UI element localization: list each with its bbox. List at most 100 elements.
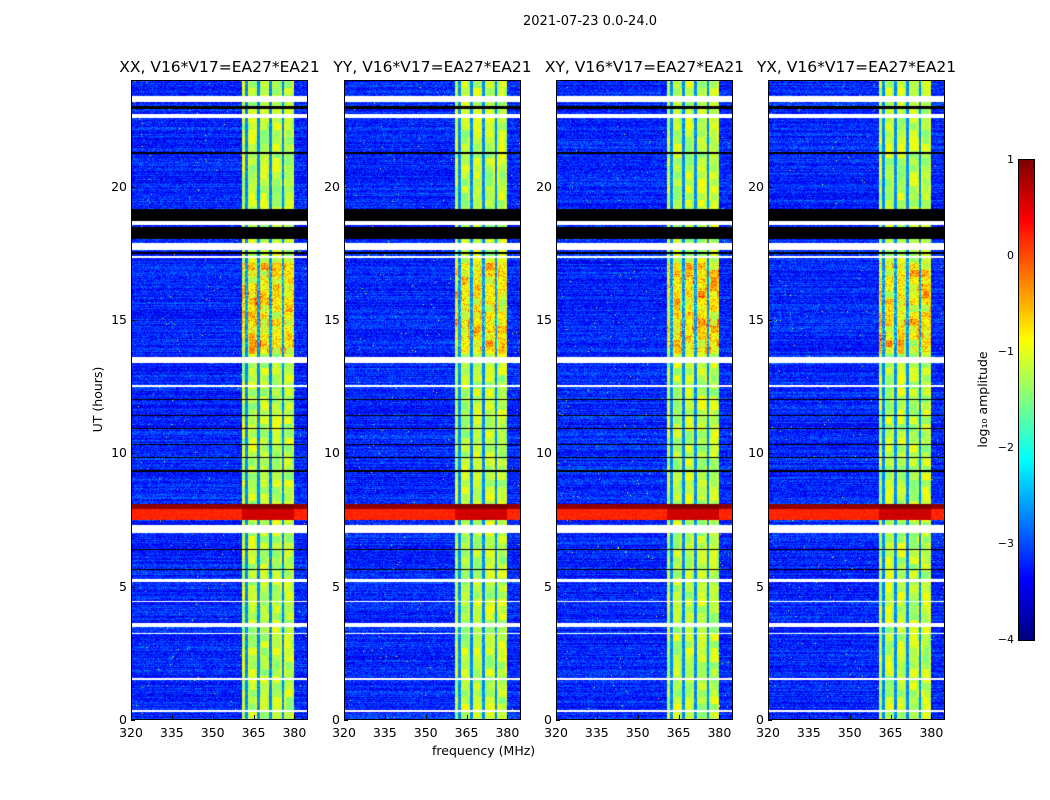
colorbar-tick-label: 0 [1007,249,1014,262]
x-tick-label: 335 [584,725,609,740]
y-tick-mark [556,320,560,321]
spectrogram-panel-xy [556,80,733,720]
x-tick-label: 335 [159,725,184,740]
x-tick-mark [384,715,386,719]
colorbar-tick-label: −2 [997,441,1014,454]
y-tick-mark [556,586,560,588]
y-tick-label: 10 [324,445,340,461]
x-tick-mark [768,715,769,719]
y-tick-label: 15 [748,312,764,327]
y-tick-mark [131,586,135,588]
x-tick-label: 320 [544,725,568,740]
y-tick-label: 20 [748,178,764,194]
x-tick-mark [425,715,427,719]
spectrogram-panel-xx [131,80,308,720]
y-tick-mark [768,186,772,188]
x-tick-mark [637,715,639,719]
y-tick-label: 5 [544,578,552,594]
x-tick-label: 320 [756,725,780,740]
x-tick-label: 380 [282,725,307,740]
x-tick-mark [849,715,851,719]
spectrogram-panel-yx [768,80,945,720]
x-tick-label: 380 [919,725,944,740]
x-tick-mark [171,715,173,719]
colorbar [1018,159,1035,641]
y-tick-mark [768,586,772,588]
colorbar-tick-label: −1 [997,345,1014,358]
y-tick-mark [344,720,348,721]
x-tick-mark [212,715,214,719]
y-tick-mark [131,320,135,321]
x-tick-mark [507,715,509,719]
y-tick-label: 20 [324,178,340,194]
x-tick-mark [294,715,296,719]
y-tick-mark [344,453,348,455]
y-tick-label: 10 [111,445,127,461]
x-tick-mark [808,715,810,719]
x-tick-label: 365 [878,725,903,740]
colorbar-label: log₁₀ amplitude [975,351,990,448]
colorbar-gradient [1019,160,1034,640]
x-tick-label: 350 [837,725,862,740]
panel-title: YX, V16*V17=EA27*EA21 [756,58,957,76]
colorbar-tick-label: 1 [1007,153,1014,166]
y-tick-label: 20 [536,178,552,194]
x-tick-label: 380 [495,725,520,740]
x-tick-mark [719,715,721,719]
y-tick-mark [556,186,560,188]
y-tick-mark [344,320,348,321]
y-tick-mark [556,720,560,721]
y-tick-label: 10 [536,445,552,461]
x-tick-mark [466,715,468,719]
y-tick-label: 5 [332,578,340,594]
y-tick-label: 0 [119,712,127,727]
colorbar-tick-label: −3 [997,537,1014,550]
y-tick-label: 5 [756,578,764,594]
y-tick-mark [131,453,135,455]
x-axis-label: frequency (MHz) [432,743,536,758]
spectrogram-image [345,81,520,719]
y-tick-mark [768,320,772,321]
x-tick-label: 350 [625,725,650,740]
y-tick-mark [768,720,772,721]
x-tick-mark [931,715,933,719]
y-tick-label: 15 [324,312,340,327]
spectrogram-image [769,81,944,719]
y-tick-label: 15 [111,312,127,327]
spectrogram-image [132,81,307,719]
y-tick-label: 20 [111,178,127,194]
panel-title: XY, V16*V17=EA27*EA21 [544,58,745,76]
x-tick-label: 335 [796,725,821,740]
colorbar-tick-label: −4 [997,633,1014,646]
x-tick-mark [556,715,557,719]
y-tick-mark [344,186,348,188]
x-tick-label: 350 [200,725,225,740]
y-tick-label: 10 [748,445,764,461]
x-tick-mark [344,715,345,719]
y-tick-mark [768,453,772,455]
y-tick-mark [131,186,135,188]
x-tick-label: 320 [332,725,356,740]
x-tick-label: 365 [241,725,266,740]
x-tick-mark [131,715,132,719]
x-tick-mark [678,715,680,719]
y-tick-mark [344,586,348,588]
spectrogram-image [557,81,732,719]
y-axis-label: UT (hours) [90,366,105,433]
x-tick-mark [890,715,892,719]
y-tick-mark [556,453,560,455]
x-tick-mark [253,715,255,719]
spectrogram-panel-yy [344,80,521,720]
y-tick-label: 0 [332,712,340,727]
x-tick-label: 380 [707,725,732,740]
y-tick-label: 0 [756,712,764,727]
y-tick-label: 15 [536,312,552,327]
y-tick-label: 0 [544,712,552,727]
x-tick-label: 350 [413,725,438,740]
y-tick-label: 5 [119,578,127,594]
x-tick-mark [596,715,598,719]
x-tick-label: 320 [119,725,143,740]
x-tick-label: 365 [454,725,479,740]
panel-title: YY, V16*V17=EA27*EA21 [333,58,532,76]
